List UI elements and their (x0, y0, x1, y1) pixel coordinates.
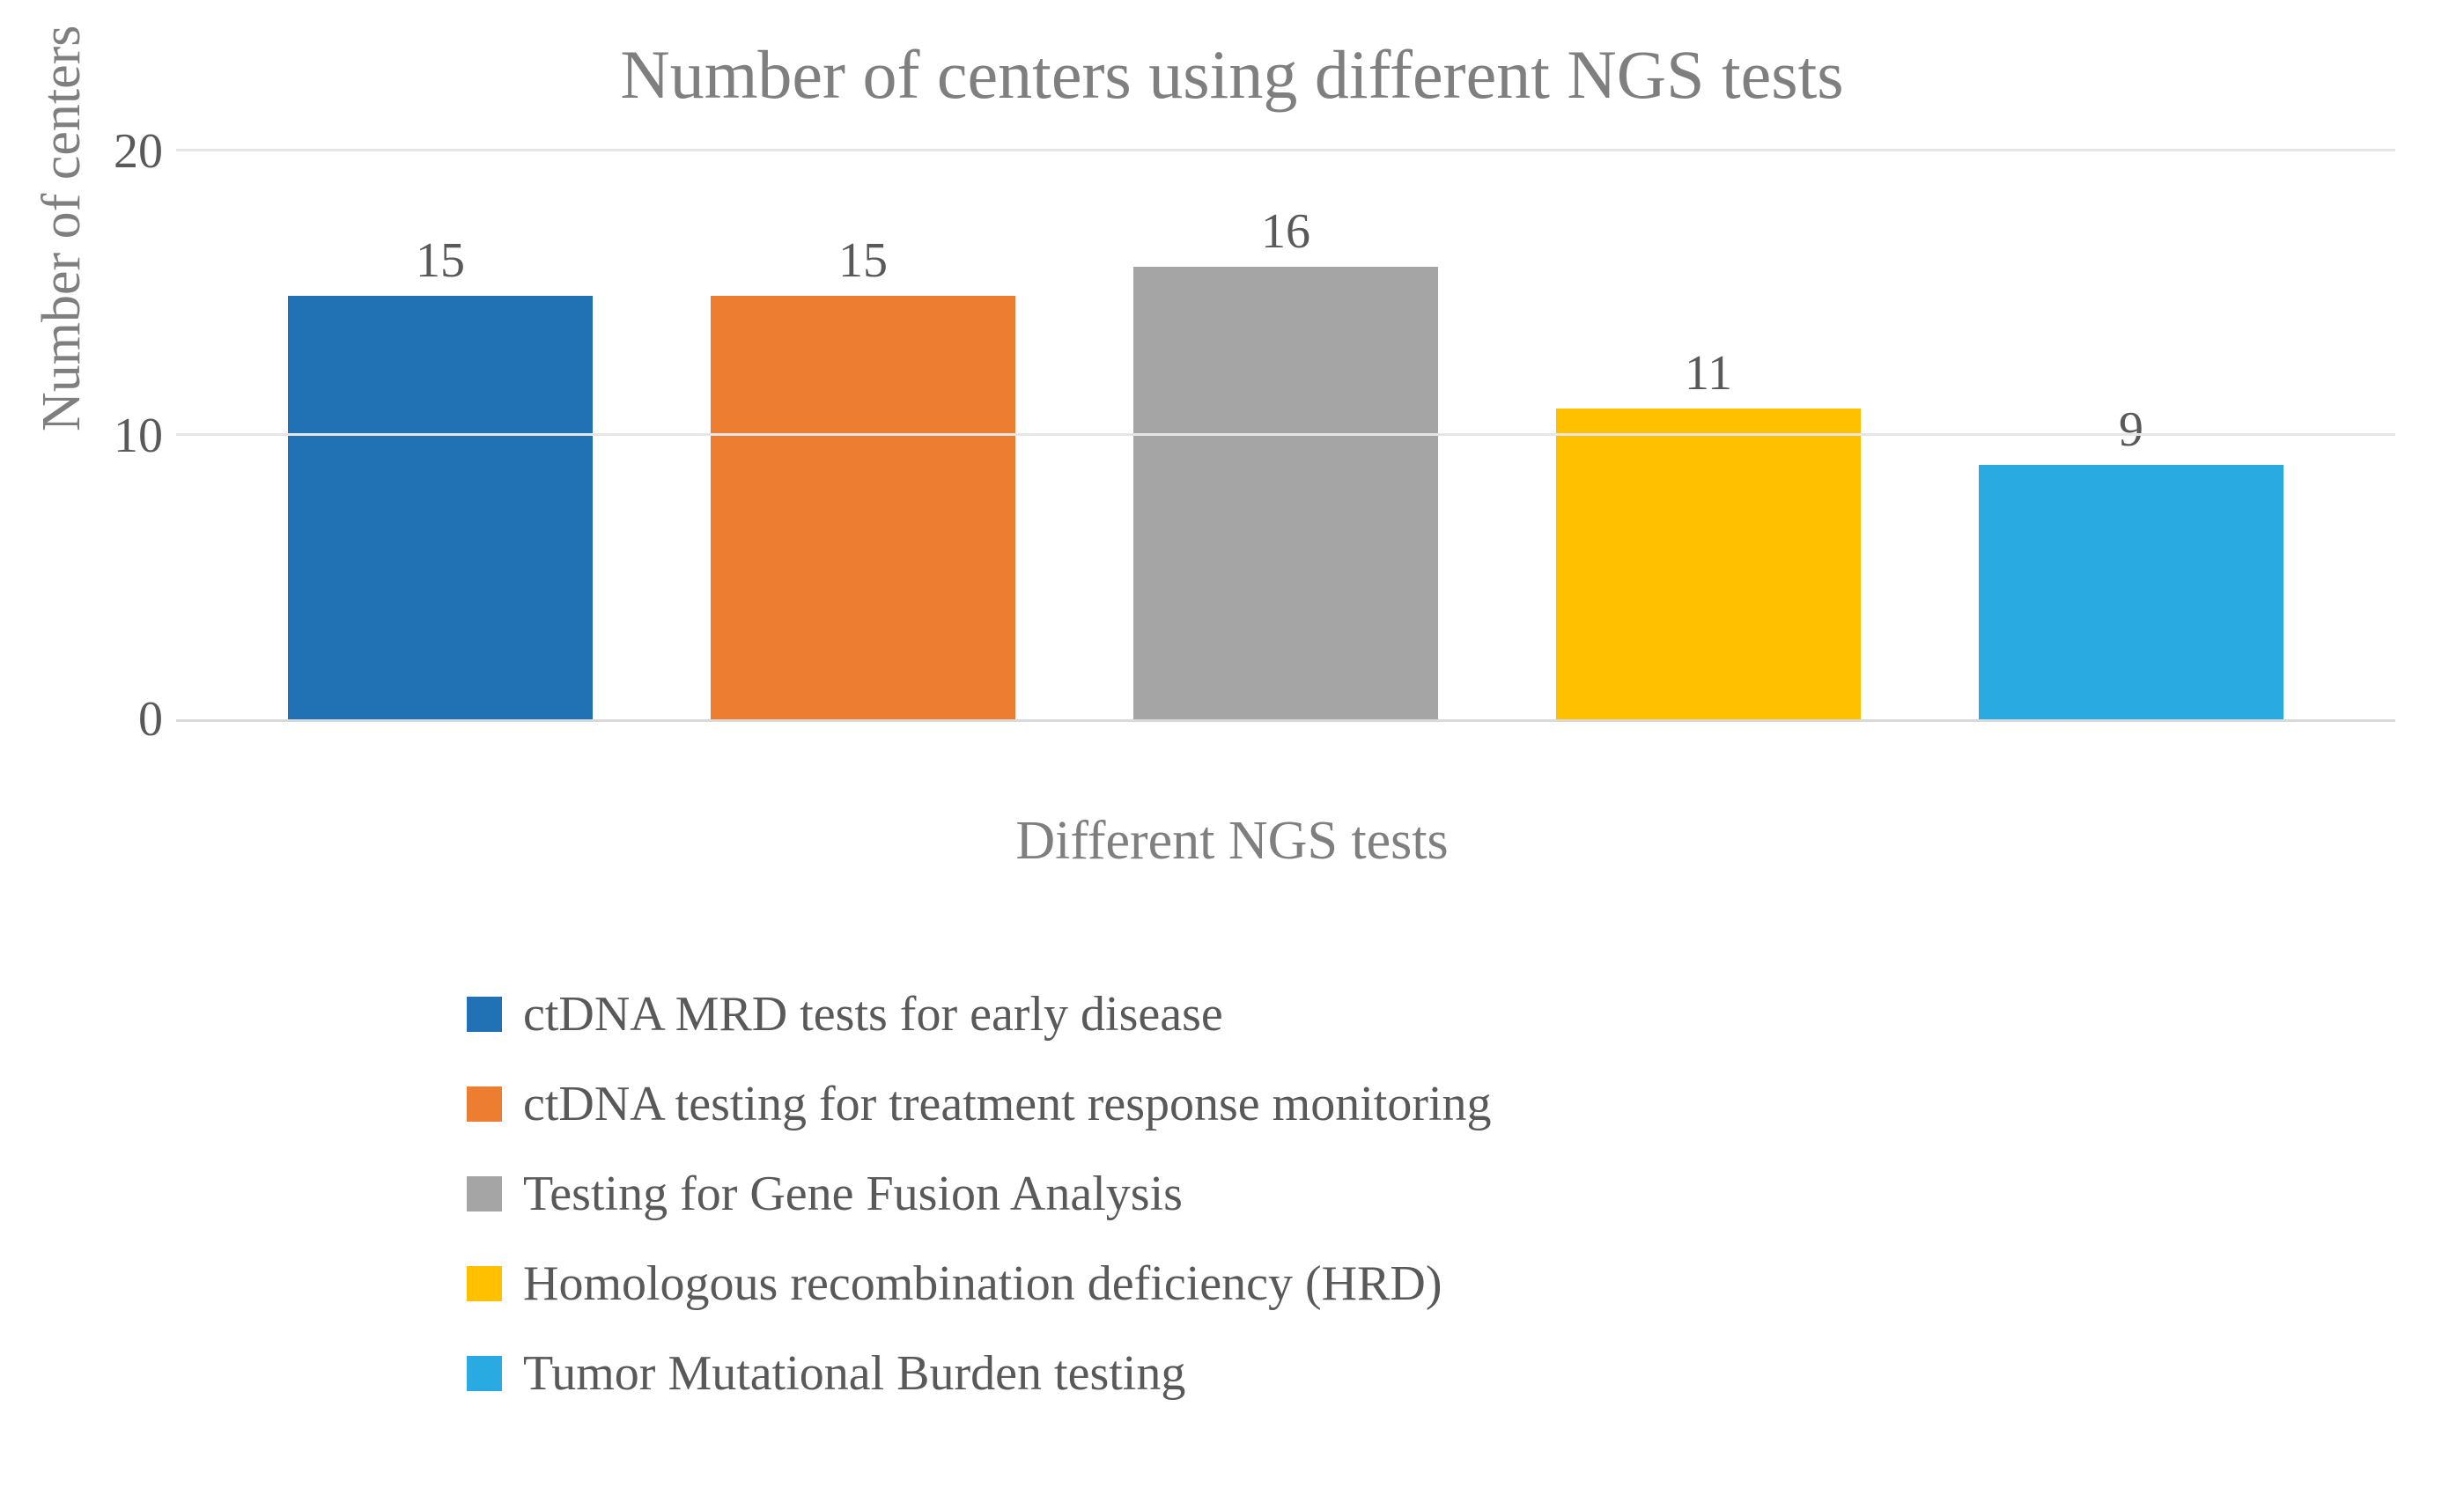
bar: 15 (711, 296, 1015, 720)
legend-swatch (467, 1356, 502, 1391)
bar-value-label: 15 (416, 232, 465, 289)
legend-label: Tumor Mutational Burden testing (523, 1345, 1185, 1402)
gridline (176, 433, 2395, 436)
legend-label: Testing for Gene Fusion Analysis (523, 1166, 1183, 1222)
chart-title: Number of centers using different NGS te… (0, 35, 2464, 114)
legend-item: Homologous recombination deficiency (HRD… (467, 1256, 1492, 1312)
bar-value-label: 16 (1261, 203, 1310, 260)
legend-swatch (467, 1086, 502, 1122)
y-tick-label: 10 (101, 408, 163, 464)
x-axis-label: Different NGS tests (0, 810, 2464, 873)
bar-slot: 15 (652, 154, 1074, 719)
bar-slot: 16 (1074, 154, 1497, 719)
bar-slot: 15 (229, 154, 652, 719)
legend-swatch (467, 1266, 502, 1301)
legend-item: Tumor Mutational Burden testing (467, 1345, 1492, 1402)
bar: 15 (288, 296, 593, 720)
bar: 11 (1556, 409, 1861, 719)
legend-label: ctDNA testing for treatment response mon… (523, 1076, 1492, 1132)
y-axis-label: Number of centers (31, 26, 93, 431)
bar: 9 (1979, 465, 2283, 719)
bar-value-label: 9 (2119, 401, 2143, 458)
legend-item: ctDNA MRD tests for early disease (467, 986, 1492, 1042)
bar: 16 (1133, 267, 1438, 719)
legend-swatch (467, 1176, 502, 1211)
bar-value-label: 15 (838, 232, 888, 289)
legend-item: ctDNA testing for treatment response mon… (467, 1076, 1492, 1132)
y-tick-label: 20 (101, 123, 163, 180)
legend-label: ctDNA MRD tests for early disease (523, 986, 1223, 1042)
bar-value-label: 11 (1685, 345, 1732, 401)
bars-group: 15 15 16 11 9 (176, 154, 2395, 719)
gridline (176, 149, 2395, 151)
legend: ctDNA MRD tests for early disease ctDNA t… (467, 986, 1492, 1402)
legend-item: Testing for Gene Fusion Analysis (467, 1166, 1492, 1222)
y-tick-label: 0 (101, 691, 163, 748)
legend-swatch (467, 997, 502, 1032)
legend-label: Homologous recombination deficiency (HRD… (523, 1256, 1442, 1312)
plot-area: 151516119 01020 (176, 154, 2395, 722)
bar-slot: 11 (1497, 154, 1920, 719)
chart-container: Number of centers using different NGS te… (0, 0, 2464, 1495)
bar-slot: 9 (1920, 154, 2342, 719)
